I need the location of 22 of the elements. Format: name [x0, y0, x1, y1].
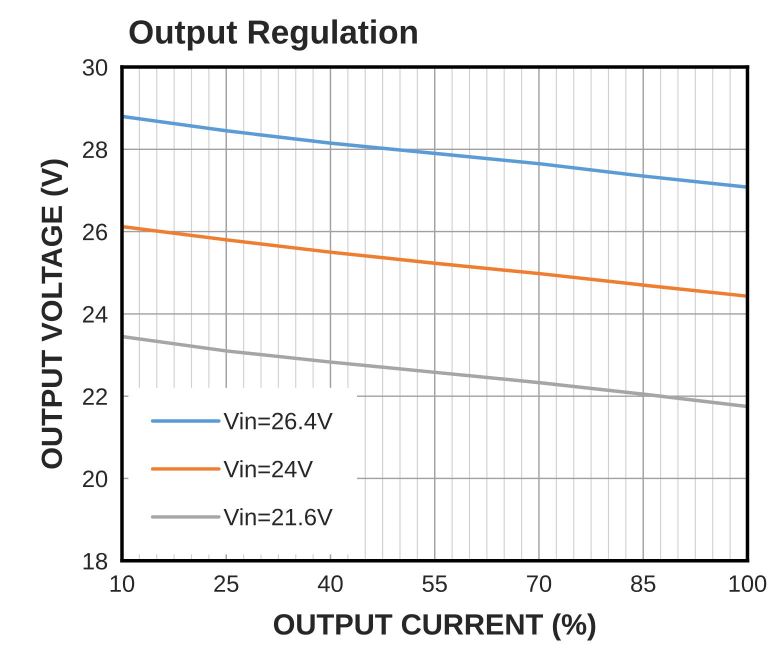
x-tick-label: 25: [214, 575, 238, 592]
y-tick-label: 20: [83, 470, 108, 488]
y-tick-label: 30: [82, 59, 108, 76]
legend-label: Vin=21.6V: [224, 508, 333, 526]
y-tick-label: 22: [83, 388, 107, 405]
legend-label: Vin=24V: [224, 460, 313, 478]
x-tick-label: 40: [318, 575, 343, 592]
y-axis-title: OUTPUT VOLTAGE (V): [40, 160, 68, 469]
x-tick-label: 85: [631, 575, 656, 592]
x-tick-label: 55: [422, 576, 447, 592]
y-tick-label: 18: [84, 552, 108, 570]
y-tick-label: 26: [83, 224, 108, 240]
x-axis-title: OUTPUT CURRENT (%): [274, 613, 596, 641]
chart-title: Output Regulation: [130, 19, 417, 51]
line-series: [122, 114, 748, 189]
x-tick-label: 100: [730, 575, 766, 592]
line-series: [122, 224, 748, 298]
legend-label: Vin=26.4V: [224, 412, 333, 430]
y-tick-label: 24: [83, 306, 108, 322]
y-tick-label: 28: [83, 141, 108, 158]
x-tick-label: 10: [110, 575, 134, 592]
x-tick-label: 70: [527, 575, 552, 592]
